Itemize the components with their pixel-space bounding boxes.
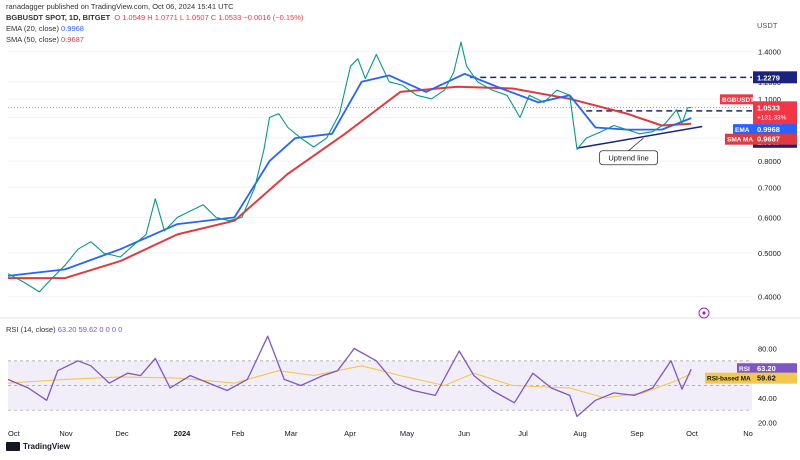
rsi-line	[7, 335, 692, 418]
uptrend-annotation-label: Uptrend line	[608, 154, 648, 163]
rsi-grid	[8, 360, 752, 411]
time-tick-label: Sep	[630, 429, 643, 438]
sma-badge-tag-bg	[725, 133, 753, 145]
tradingview-logo-icon	[6, 442, 20, 452]
time-tick-label: No	[743, 429, 753, 438]
price-tick-label: 1.4000	[758, 48, 781, 57]
currency-label: USDT	[757, 21, 778, 30]
time-tick-label: Mar	[285, 429, 298, 438]
resistance-badge-upper-text: 1.2279	[757, 73, 780, 82]
time-tick-label: Feb	[232, 429, 245, 438]
price-tick-label: 1.1000	[758, 95, 781, 104]
alert-icon[interactable]	[698, 307, 710, 319]
rsi-ma-badge-tag-bg	[705, 372, 753, 384]
time-tick-label: Nov	[59, 429, 73, 438]
rsi-ma-badge-bg	[753, 372, 797, 384]
rsi-tick-label: 40.00	[758, 394, 777, 403]
rsi-badge-value: 63.20	[757, 364, 776, 373]
ema-badge-tag: EMA	[735, 127, 750, 134]
watermark-text: ranadagger published on TradingView.com,…	[6, 2, 234, 11]
price-tick-label: 0.5000	[758, 249, 781, 258]
time-tick-label: Oct	[8, 429, 21, 438]
rsi-legend[interactable]: RSI (14, close) 63.20 59.62 0 0 0 0	[6, 325, 122, 334]
price-tick-label: 0.7000	[758, 183, 781, 192]
last-price-badge-value: 1.0533	[757, 103, 780, 112]
rsi-ma-badge-value: 59.62	[757, 374, 776, 383]
resistance-badge-upper-bg	[753, 71, 797, 84]
price-tick-label: 0.4000	[758, 293, 781, 302]
sma-legend-label: SMA (50, close)	[6, 35, 59, 44]
price-lines: Uptrend line	[7, 41, 752, 293]
last-price-badge-change: +131.33%	[757, 114, 787, 121]
symbol-line: BGBUSDT SPOT, 1D, BITGET O 1.0549 H 1.07…	[6, 13, 303, 22]
price-tick-label: 0.8000	[758, 157, 781, 166]
tradingview-brand-label: TradingView	[23, 442, 70, 451]
price-badges: 1.22791.0533+131.33%08:18:05BGBUSDT1.034…	[720, 71, 797, 148]
ema-badge-bg	[753, 124, 797, 136]
tradingview-brand[interactable]: TradingView	[6, 442, 70, 452]
uptrend-line	[576, 125, 703, 149]
time-tick-label: Dec	[115, 429, 129, 438]
price-tick-label: 0.6000	[758, 213, 781, 222]
time-tick-label: Aug	[573, 429, 586, 438]
time-tick-label: Apr	[344, 429, 356, 438]
symbol-label: BGBUSDT SPOT, 1D, BITGET	[6, 13, 111, 22]
rsi-legend-label: RSI (14, close)	[6, 325, 56, 334]
symbol-badge-text: BGBUSDT	[722, 97, 754, 104]
rsi-badge-tag-bg	[737, 363, 753, 375]
ema-badge-value: 0.9968	[757, 125, 780, 134]
time-tick-label: Oct	[686, 429, 699, 438]
rsi-lines	[7, 335, 692, 418]
time-tick-label: Jul	[518, 429, 528, 438]
ema-legend[interactable]: EMA (20, close) 0.9968	[6, 24, 84, 33]
price-grid	[8, 51, 752, 298]
time-tick-label: May	[400, 429, 414, 438]
sma-legend-value: 0.9687	[61, 35, 84, 44]
ohlc-readout: O 1.0549 H 1.0771 L 1.0507 C 1.0533 −0.0…	[114, 13, 304, 22]
rsi-tick-label: 20.00	[758, 419, 777, 428]
price-axis: 1.40001.20001.10001.00000.90000.80000.70…	[758, 48, 781, 302]
sma-legend[interactable]: SMA (50, close) 0.9687	[6, 35, 84, 44]
ema20-line	[7, 72, 692, 277]
rsi-ma-badge-tag: RSI-based MA	[707, 376, 751, 383]
time-tick-label: 2024	[174, 429, 192, 438]
rsi-legend-values: 63.20 59.62 0 0 0 0	[57, 325, 123, 334]
sma-badge-tag: SMA MA	[727, 137, 753, 144]
time-tick-label: Jun	[458, 429, 470, 438]
ema-badge-tag-bg	[733, 124, 753, 136]
rsi-badge-bg	[753, 363, 797, 375]
rsi-badge-tag: RSI	[739, 366, 750, 373]
rsi-tick-label: 80.00	[758, 345, 777, 354]
rsi-ma-line	[7, 365, 692, 399]
price-close-line	[7, 41, 692, 293]
uptrend-annotation-pointer	[628, 137, 644, 152]
ema-legend-value: 0.9968	[61, 24, 84, 33]
sma50-line	[8, 85, 692, 280]
time-axis: Oct Nov Dec 2024 Feb Mar Apr May Jun Jul Aug Sep Oct…	[8, 429, 753, 438]
sma-badge-value: 0.9687	[757, 135, 780, 144]
ema-legend-label: EMA (20, close)	[6, 24, 59, 33]
symbol-badge-bg	[720, 94, 753, 105]
sma-badge-bg	[753, 133, 797, 145]
